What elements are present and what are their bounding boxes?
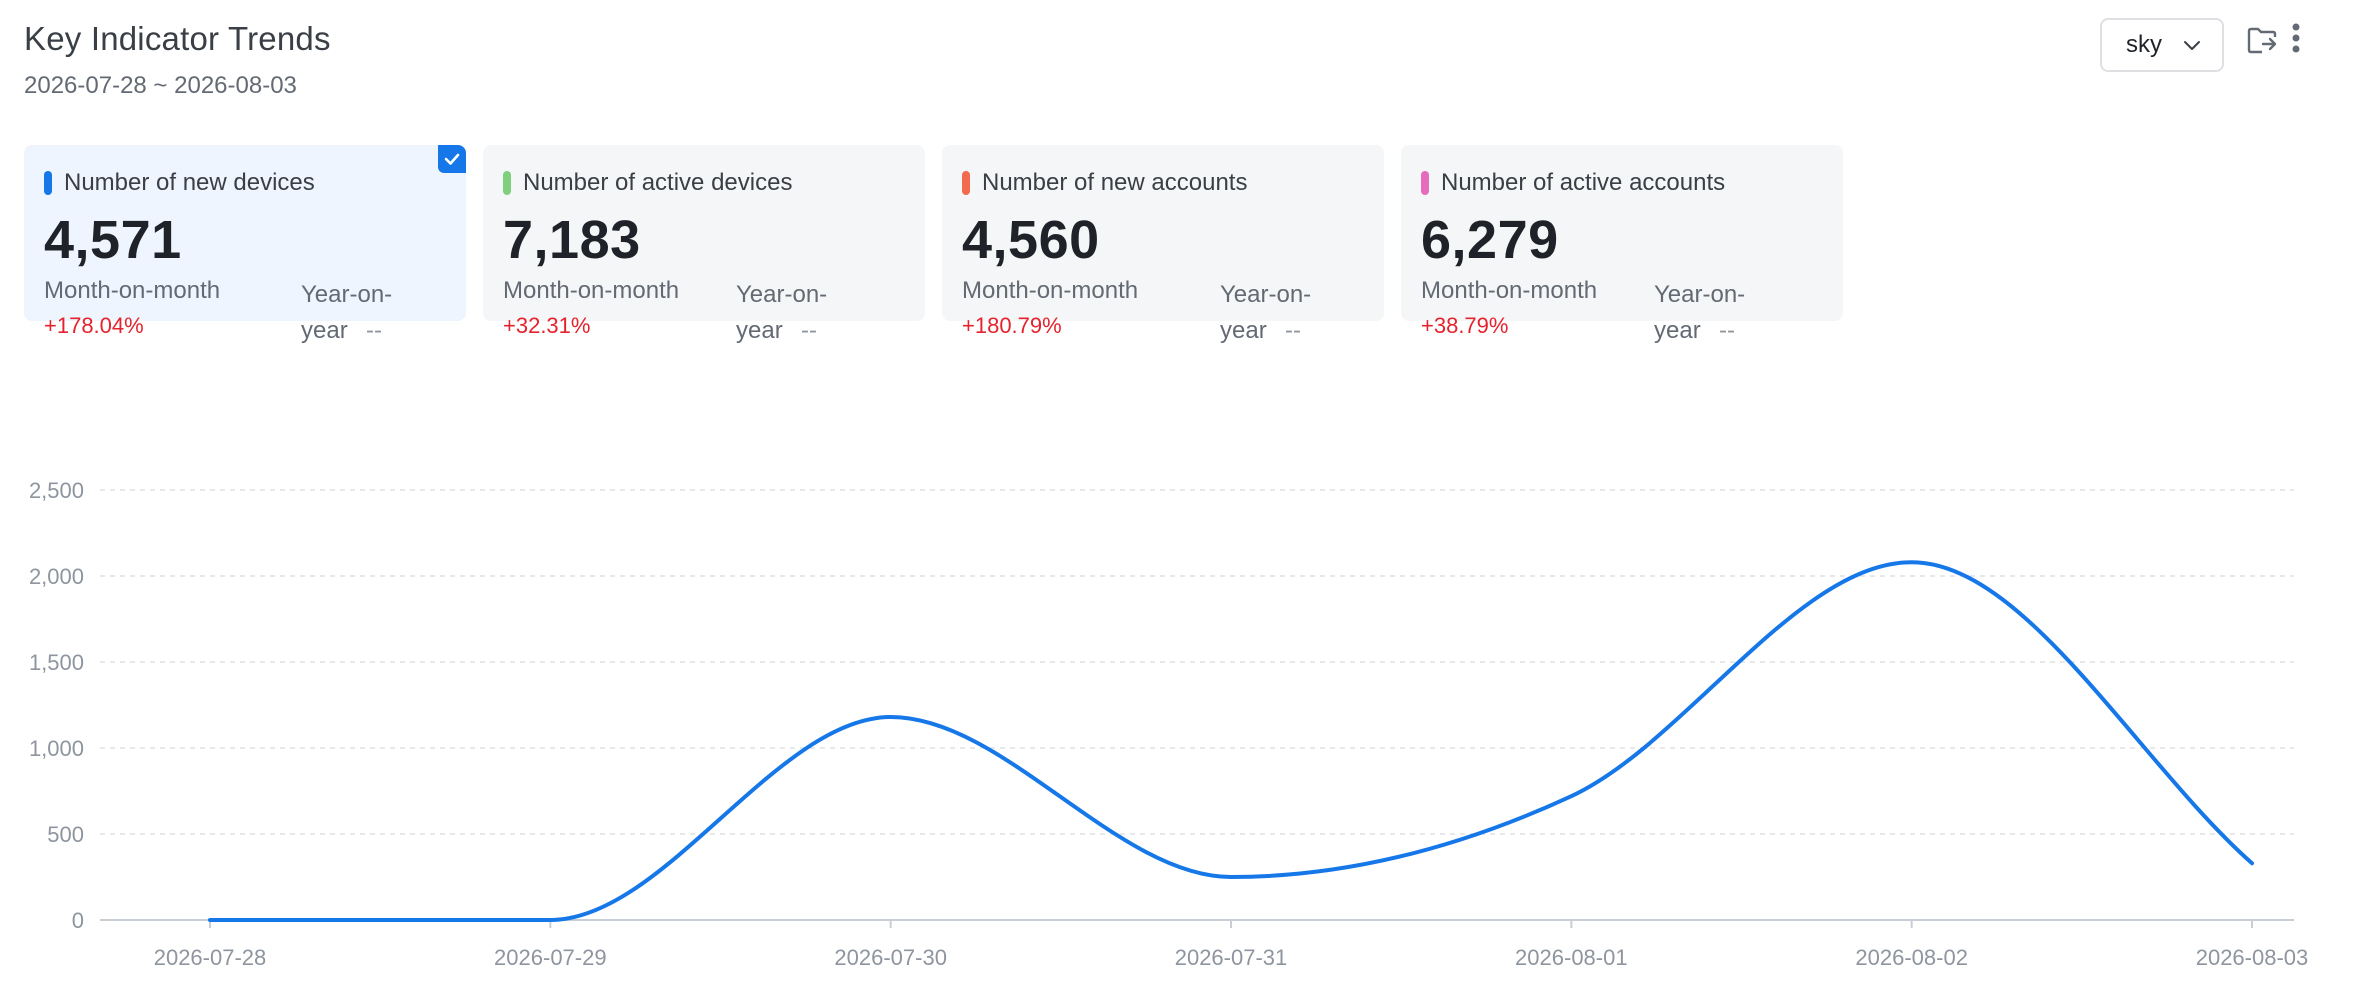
x-tick-label: 2026-07-28 bbox=[154, 945, 267, 970]
card-mom-label: Month-on-month bbox=[44, 277, 221, 304]
theme-select[interactable]: sky bbox=[2100, 18, 2224, 72]
card-new-accounts[interactable]: Number of new accounts 4,560 Month-on-mo… bbox=[942, 145, 1384, 344]
card-color-marker bbox=[44, 171, 52, 195]
card-mom-value: +32.31% bbox=[503, 313, 591, 338]
card-yoy-value: -- bbox=[366, 317, 382, 344]
theme-select-value: sky bbox=[2126, 31, 2162, 58]
card-color-marker bbox=[962, 171, 970, 195]
card-mom-label: Month-on-month bbox=[962, 277, 1139, 304]
card-value: 4,571 bbox=[44, 210, 182, 270]
chevron-down-icon bbox=[2184, 41, 2200, 50]
card-yoy-value: -- bbox=[801, 317, 817, 344]
card-label: Number of new devices bbox=[64, 169, 315, 196]
card-label: Number of active devices bbox=[523, 169, 793, 196]
card-active-accounts[interactable]: Number of active accounts 6,279 Month-on… bbox=[1401, 145, 1843, 344]
y-tick-label: 2,000 bbox=[29, 564, 84, 589]
trend-chart: 0 500 1,000 1,500 2,000 2,500 2026-07-28 2026-0… bbox=[0, 440, 2368, 1004]
selected-check-icon bbox=[438, 145, 466, 173]
y-tick-label: 1,000 bbox=[29, 736, 84, 761]
card-new-devices[interactable]: Number of new devices 4,571 Month-on-mon… bbox=[24, 145, 466, 344]
card-yoy-label: Year-on-year bbox=[1654, 281, 1746, 344]
x-tick-label: 2026-08-03 bbox=[2196, 945, 2309, 970]
card-color-marker bbox=[1421, 171, 1429, 195]
card-value: 6,279 bbox=[1421, 210, 1559, 270]
card-mom-value: +38.79% bbox=[1421, 313, 1509, 338]
folder-export-icon[interactable] bbox=[2246, 24, 2280, 58]
card-mom-label: Month-on-month bbox=[1421, 277, 1598, 304]
card-label: Number of new accounts bbox=[982, 169, 1248, 196]
series-line bbox=[208, 560, 2254, 923]
card-active-devices[interactable]: Number of active devices 7,183 Month-on-… bbox=[483, 145, 925, 344]
x-tick-label: 2026-07-30 bbox=[834, 945, 947, 970]
y-tick-label: 1,500 bbox=[29, 650, 84, 675]
trend-chart-svg: 0 500 1,000 1,500 2,000 2,500 2026-07-28 2026-0… bbox=[29, 478, 2309, 970]
card-mom-value: +180.79% bbox=[962, 313, 1062, 338]
y-tick-label: 0 bbox=[72, 908, 84, 933]
card-value: 4,560 bbox=[962, 210, 1100, 270]
more-vertical-icon[interactable] bbox=[2288, 22, 2304, 58]
card-yoy-label: Year-on-year bbox=[1220, 281, 1312, 344]
x-tick-label: 2026-07-31 bbox=[1175, 945, 1288, 970]
card-color-marker bbox=[503, 171, 511, 195]
card-yoy-value: -- bbox=[1719, 317, 1735, 344]
x-tick-label: 2026-08-02 bbox=[1855, 945, 1968, 970]
card-yoy-label: Year-on-year bbox=[736, 281, 828, 344]
y-tick-label: 500 bbox=[47, 822, 84, 847]
card-yoy-value: -- bbox=[1285, 317, 1301, 344]
card-value: 7,183 bbox=[503, 210, 641, 270]
card-mom-label: Month-on-month bbox=[503, 277, 680, 304]
page-title: Key Indicator Trends bbox=[24, 20, 331, 57]
card-yoy-label: Year-on-year bbox=[301, 281, 393, 344]
y-tick-label: 2,500 bbox=[29, 478, 84, 503]
date-range: 2026-07-28 ~ 2026-08-03 bbox=[24, 72, 297, 99]
card-label: Number of active accounts bbox=[1441, 169, 1726, 196]
card-mom-value: +178.04% bbox=[44, 313, 144, 338]
x-tick-label: 2026-07-29 bbox=[494, 945, 607, 970]
x-tick-label: 2026-08-01 bbox=[1515, 945, 1628, 970]
